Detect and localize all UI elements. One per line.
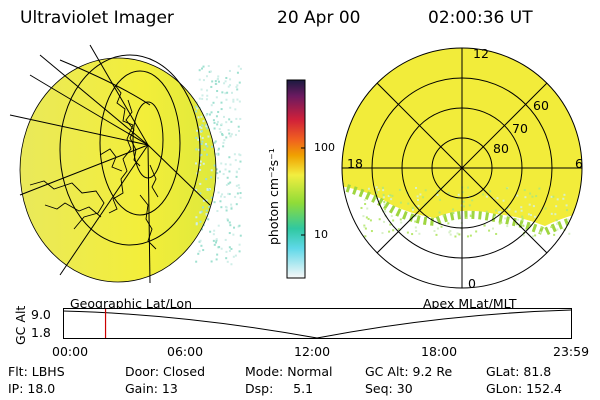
timeline-ymax: 9.0 — [31, 307, 51, 322]
mlt-label-12: 12 — [473, 46, 489, 61]
gc-alt-info: GC Alt: 9.2 Re — [365, 364, 453, 379]
date-label: 20 Apr 00 — [277, 8, 361, 28]
xtick-1200: 12:00 — [294, 344, 331, 359]
timeline-left-title: Geographic Lat/Lon — [70, 296, 192, 311]
timeline-ymin: 1.8 — [31, 325, 51, 340]
xtick-2359: 23:59 — [553, 344, 590, 359]
dsp-info: Dsp: 5.1 — [245, 381, 314, 396]
globe-image-panel — [9, 44, 242, 284]
filter-info: Flt: LBHS — [8, 364, 65, 379]
polar-plot — [341, 47, 583, 289]
polar-speckle — [360, 186, 571, 238]
mlt-label-18: 18 — [347, 156, 363, 171]
ip-info: IP: 18.0 — [8, 381, 56, 396]
app-title: Ultraviolet Imager — [20, 8, 174, 28]
door-info: Door: Closed — [125, 364, 206, 379]
mlt-label-0: 0 — [468, 276, 476, 291]
time-label: 02:00:36 UT — [428, 8, 533, 28]
mlat-label-80: 80 — [493, 141, 509, 156]
colorbar-tick-100: 100 — [314, 141, 335, 154]
xtick-1800: 18:00 — [421, 344, 458, 359]
mlt-label-6: 6 — [575, 156, 583, 171]
seq-info: Seq: 30 — [365, 381, 413, 396]
xtick-0000: 00:00 — [52, 344, 89, 359]
colorbar-label: photon cm⁻²s⁻¹ — [266, 148, 281, 245]
gain-info: Gain: 13 — [125, 381, 178, 396]
altitude-timeline — [62, 308, 572, 339]
glat-info: GLat: 81.8 — [486, 364, 552, 379]
colorbar — [286, 79, 306, 279]
globe-speckle — [195, 65, 242, 266]
colorbar-tick-10: 10 — [314, 228, 328, 241]
mlat-label-60: 60 — [533, 98, 549, 113]
mlat-label-70: 70 — [512, 121, 528, 136]
timeline-ylabel: GC Alt — [13, 305, 28, 345]
glon-info: GLon: 152.4 — [486, 381, 562, 396]
mode-info: Mode: Normal — [245, 364, 333, 379]
xtick-0600: 06:00 — [167, 344, 204, 359]
timeline-right-title: Apex MLat/MLT — [423, 296, 517, 311]
